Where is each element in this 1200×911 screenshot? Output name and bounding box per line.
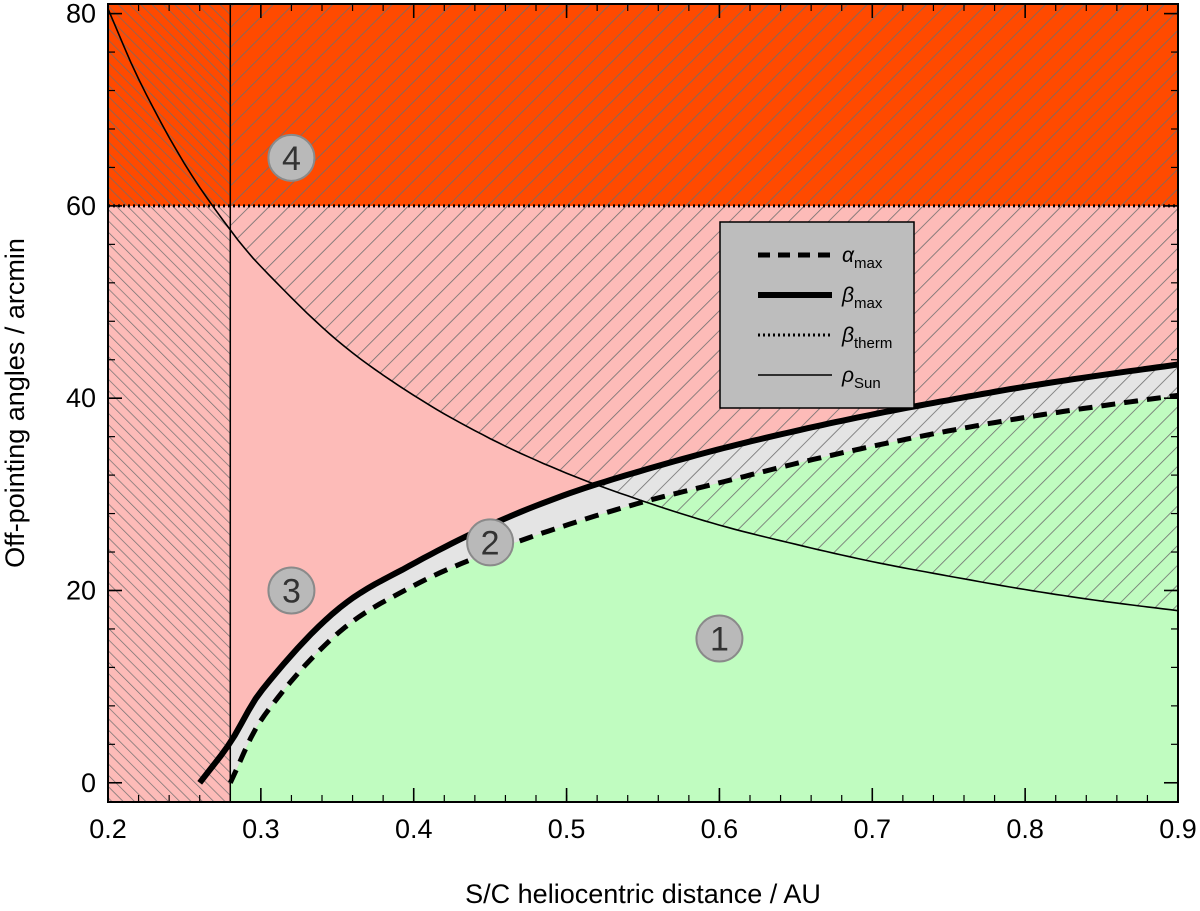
x-axis-label: S/C heliocentric distance / AU (465, 879, 821, 909)
legend: αmax βmax βtherm ρSun (719, 221, 915, 409)
legend-label: βtherm (841, 324, 892, 352)
tick-labels: 0.2 0.3 0.4 0.5 0.6 0.7 0.8 0.9 0 20 40 60 80 (66, 0, 1197, 844)
legend-label: βmax (841, 284, 883, 312)
y-tick-label: 40 (66, 383, 96, 413)
x-tick-label: 0.7 (854, 814, 892, 844)
y-tick-label: 60 (66, 191, 96, 221)
region-marker: 3 (267, 566, 316, 615)
y-tick-label: 0 (81, 768, 96, 798)
legend-box (719, 221, 915, 409)
series-lines (108, 4, 1178, 802)
hatch-overlays (108, 4, 1178, 802)
region-labels: 1 2 3 4 (267, 133, 744, 663)
region-marker: 1 (695, 614, 744, 663)
hatch-inside-perihelion (108, 4, 231, 802)
region-marker: 2 (466, 518, 515, 567)
x-tick-label: 0.6 (701, 814, 739, 844)
alpha-max-line (228, 392, 1178, 784)
beta-max-line (197, 361, 1178, 785)
region-marker-circle (695, 614, 744, 663)
rho-sun-line (108, 8, 1178, 612)
region-marker-label: 3 (282, 572, 301, 610)
region-marker-circle (466, 518, 515, 567)
x-tick-label: 0.5 (548, 814, 586, 844)
x-tick-label: 0.3 (242, 814, 280, 844)
plot-area (108, 4, 1178, 802)
y-axis-label: Off-pointing angles / arcmin (0, 238, 30, 568)
legend-label: ρSun (841, 364, 881, 392)
region-marker-circle (267, 566, 316, 615)
y-tick-label: 20 (66, 575, 96, 605)
region-marker-label: 2 (481, 524, 500, 562)
plot-frame (107, 3, 1179, 803)
region-marker: 4 (267, 133, 316, 182)
x-tick-label: 0.4 (395, 814, 433, 844)
region-marker-label: 1 (710, 621, 729, 659)
legend-label: αmax (842, 244, 883, 272)
x-tick-label: 0.8 (1006, 814, 1044, 844)
x-tick-label: 0.9 (1159, 814, 1197, 844)
region-marker-circle (267, 133, 316, 182)
axis-ticks (107, 4, 1179, 802)
y-tick-label: 80 (66, 0, 96, 29)
x-tick-label: 0.2 (89, 814, 127, 844)
hatch-above-rho (230, 4, 1178, 611)
region-marker-label: 4 (282, 140, 301, 178)
